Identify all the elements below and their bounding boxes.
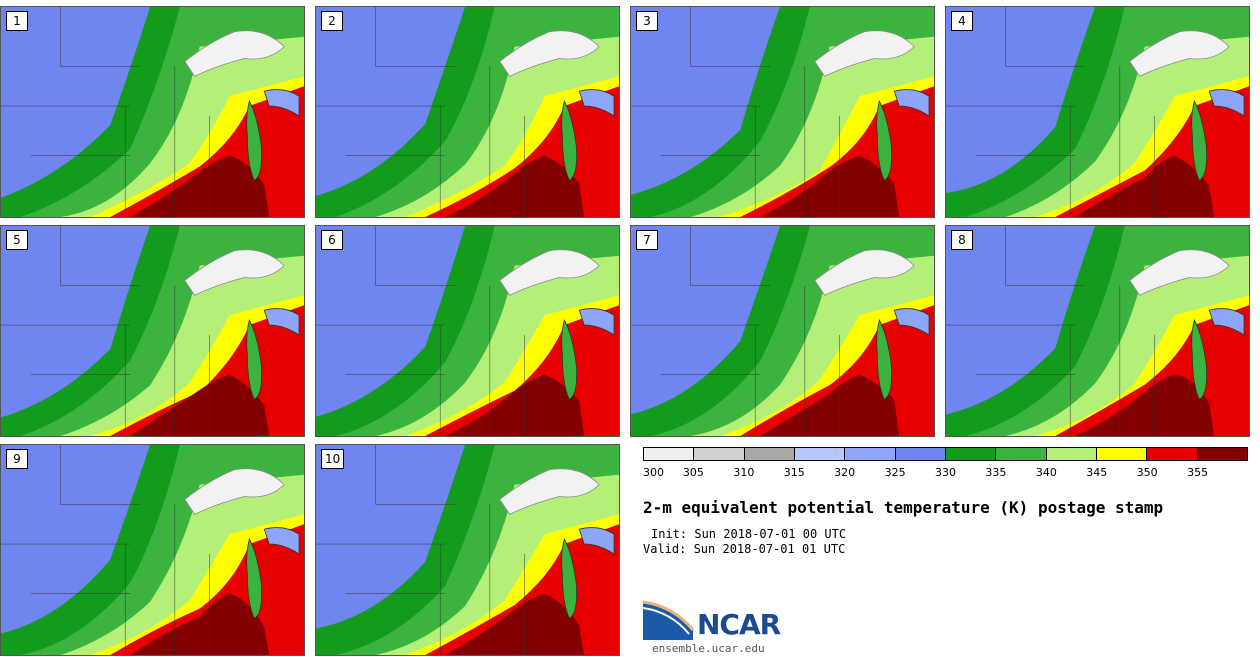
colorbar-tick-label: 320 bbox=[834, 466, 856, 479]
member-panel: 8 bbox=[945, 225, 1250, 437]
member-number-label: 6 bbox=[321, 230, 343, 250]
site-url: ensemble.ucar.edu bbox=[652, 642, 765, 655]
colorbar-tick-label: 350 bbox=[1136, 466, 1158, 479]
member-panel: 3 bbox=[630, 6, 935, 218]
member-panel: 7 bbox=[630, 225, 935, 437]
colorbar-tick-label: 315 bbox=[783, 466, 805, 479]
colorbar-tick-label: 305 bbox=[682, 466, 704, 479]
colorbar-tick-label: 300 bbox=[643, 466, 664, 479]
colorbar-segment bbox=[644, 448, 695, 460]
colorbar-tick-label: 325 bbox=[884, 466, 906, 479]
figure-title: 2-m equivalent potential temperature (K)… bbox=[643, 498, 1164, 517]
member-number-label: 9 bbox=[6, 449, 28, 469]
colorbar-tick-label: 340 bbox=[1035, 466, 1057, 479]
equivalent-potential-temperature-map bbox=[631, 226, 934, 436]
member-panel: 1 bbox=[0, 6, 305, 218]
member-panel: 6 bbox=[315, 225, 620, 437]
member-panel: 2 bbox=[315, 6, 620, 218]
member-number-label: 2 bbox=[321, 11, 343, 31]
member-number-label: 5 bbox=[6, 230, 28, 250]
colorbar-segment bbox=[996, 448, 1047, 460]
colorbar-segment bbox=[1046, 448, 1097, 460]
equivalent-potential-temperature-map bbox=[1, 7, 304, 217]
equivalent-potential-temperature-map bbox=[946, 226, 1249, 436]
equivalent-potential-temperature-map bbox=[1, 226, 304, 436]
equivalent-potential-temperature-map bbox=[631, 7, 934, 217]
colorbar-tick-label: 310 bbox=[733, 466, 755, 479]
member-panel: 4 bbox=[945, 6, 1250, 218]
colorbar-segment bbox=[845, 448, 896, 460]
equivalent-potential-temperature-map bbox=[316, 445, 619, 655]
colorbar-ticks: 300 305 310 315 320 325 330 335 340 345 350 355 bbox=[643, 466, 1248, 480]
member-number-label: 4 bbox=[951, 11, 973, 31]
member-panel: 9 bbox=[0, 444, 305, 656]
colorbar-tick-label: 345 bbox=[1086, 466, 1108, 479]
equivalent-potential-temperature-map bbox=[316, 7, 619, 217]
colorbar-tick-label: 335 bbox=[985, 466, 1007, 479]
colorbar-tick-label: 355 bbox=[1187, 466, 1209, 479]
member-panel: 5 bbox=[0, 225, 305, 437]
member-number-label: 3 bbox=[636, 11, 658, 31]
ncar-logo-text: NCAR bbox=[697, 608, 781, 641]
colorbar-segment bbox=[744, 448, 795, 460]
colorbar-segment bbox=[794, 448, 846, 460]
colorbar-segment bbox=[945, 448, 997, 460]
member-number-label: 10 bbox=[321, 449, 345, 469]
ncar-logo-icon bbox=[643, 600, 695, 640]
member-panel: 10 bbox=[315, 444, 620, 656]
colorbar-segment bbox=[895, 448, 946, 460]
colorbar-segment bbox=[1197, 448, 1247, 460]
colorbar-tick-label: 330 bbox=[935, 466, 956, 479]
equivalent-potential-temperature-map bbox=[316, 226, 619, 436]
member-number-label: 8 bbox=[951, 230, 973, 250]
colorbar-segment bbox=[1096, 448, 1148, 460]
equivalent-potential-temperature-map bbox=[946, 7, 1249, 217]
member-number-label: 7 bbox=[636, 230, 658, 250]
member-number-label: 1 bbox=[6, 11, 28, 31]
init-time: Init: Sun 2018-07-01 00 UTC bbox=[651, 527, 847, 541]
equivalent-potential-temperature-map bbox=[1, 445, 304, 655]
colorbar bbox=[643, 447, 1248, 461]
valid-time: Valid: Sun 2018-07-01 01 UTC bbox=[643, 542, 846, 556]
colorbar-segment bbox=[1147, 448, 1198, 460]
colorbar-segment bbox=[694, 448, 745, 460]
